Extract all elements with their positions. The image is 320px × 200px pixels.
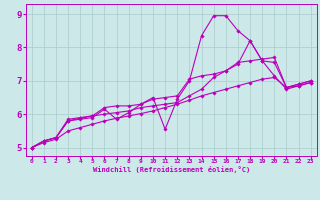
X-axis label: Windchill (Refroidissement éolien,°C): Windchill (Refroidissement éolien,°C) bbox=[92, 166, 250, 173]
